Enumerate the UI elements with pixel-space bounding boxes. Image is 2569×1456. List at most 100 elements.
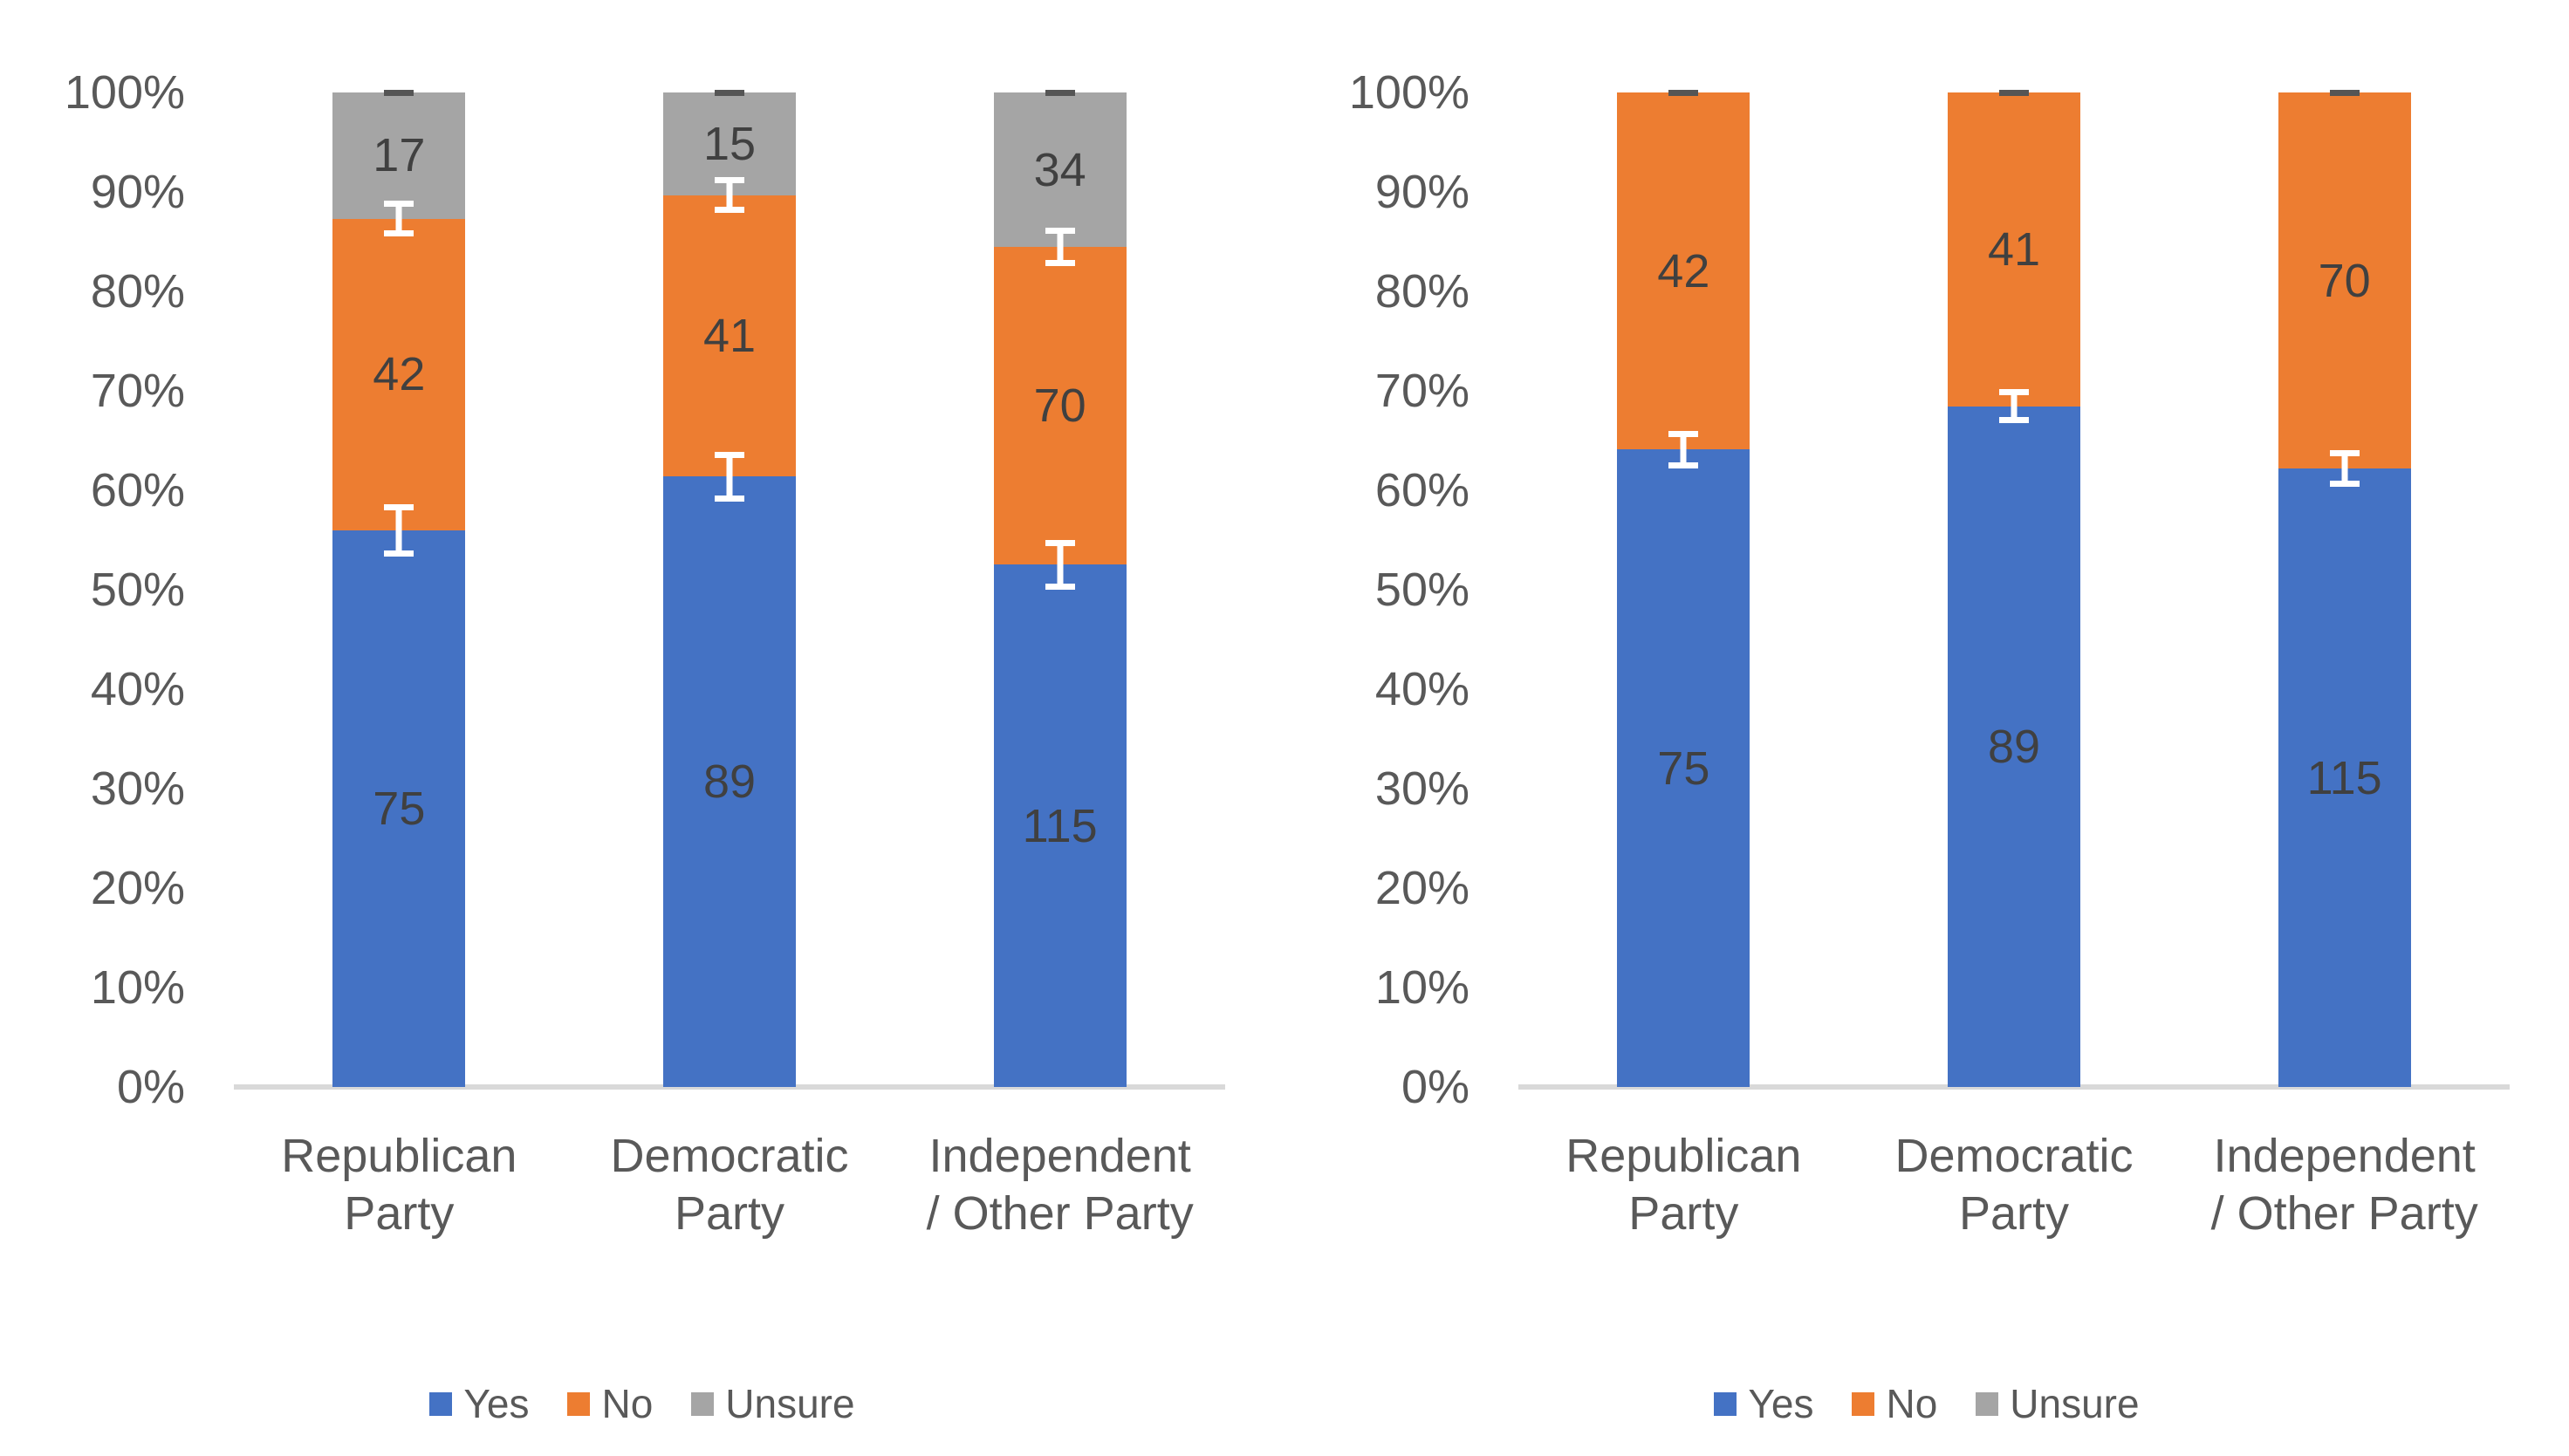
top-error-cap <box>384 90 414 96</box>
right-chart: 0% 10% 20% 30% 40% 50% 60% 70% 80% 90% 100% 75 42 89 4… <box>1284 0 2569 1456</box>
category-label-line: / Other Party <box>2210 1187 2478 1240</box>
data-label: 17 <box>373 129 426 182</box>
legend-label: No <box>1886 1381 1938 1426</box>
category-label: Republican Party <box>234 1127 565 1242</box>
legend-item-yes: Yes <box>429 1384 529 1424</box>
y-tick-label: 10% <box>90 961 185 1014</box>
category-label-line: Democratic <box>610 1130 849 1182</box>
bar-segment-yes: 75 <box>332 530 466 1087</box>
legend-item-unsure: Unsure <box>691 1384 855 1424</box>
y-tick-label: 0% <box>1401 1061 1469 1113</box>
top-error-cap <box>2329 90 2360 96</box>
left-chart: 0% 10% 20% 30% 40% 50% 60% 70% 80% 90% 100% 75 42 17 8… <box>0 0 1284 1456</box>
data-label: 42 <box>373 348 426 401</box>
category-label-line: Independent <box>928 1130 1191 1182</box>
bar-segment-no: 41 <box>1948 92 2080 407</box>
legend-label: No <box>601 1381 654 1426</box>
legend-swatch-unsure <box>1976 1391 1999 1416</box>
legend-item-no: No <box>567 1384 653 1424</box>
bar-segment-no: 41 <box>663 195 796 477</box>
y-tick-label: 90% <box>1374 166 1469 218</box>
data-label: 70 <box>1033 379 1086 433</box>
legend-swatch-yes <box>429 1391 453 1416</box>
data-label: 75 <box>373 782 426 835</box>
error-bar <box>384 504 414 557</box>
data-label: 115 <box>2306 751 2382 804</box>
error-bar <box>384 201 414 237</box>
error-bar-line <box>395 504 402 557</box>
legend-label: Yes <box>1748 1381 1814 1426</box>
category-label-line: Republican <box>281 1130 517 1182</box>
bar-segment-no: 42 <box>1617 92 1750 450</box>
bar-segment-unsure: 34 <box>993 92 1127 247</box>
y-tick-label: 50% <box>90 564 185 616</box>
error-bar <box>715 177 744 214</box>
data-label: 34 <box>1033 143 1086 196</box>
top-error-cap <box>1999 90 2029 96</box>
bar-segment-unsure: 15 <box>663 92 796 195</box>
bar-segment-yes: 89 <box>663 476 796 1087</box>
top-error-cap <box>1045 90 1075 96</box>
error-bar-line <box>2341 450 2348 488</box>
x-axis-line <box>234 1084 1225 1090</box>
category-label-line: Republican <box>1565 1130 1802 1182</box>
legend-item-yes: Yes <box>1714 1384 1813 1424</box>
category-label-line: Party <box>344 1187 455 1240</box>
legend-label: Yes <box>463 1381 530 1426</box>
y-tick-label: 100% <box>1348 66 1469 119</box>
error-bar-line <box>726 451 733 502</box>
plot-area: 75 42 89 41 115 70 <box>1518 90 2510 1090</box>
category-label-line: / Other Party <box>926 1187 1194 1240</box>
category-label: Independent / Other Party <box>2179 1127 2510 1242</box>
category-label-line: Party <box>674 1187 784 1240</box>
data-label: 41 <box>702 310 757 363</box>
y-tick-label: 60% <box>90 464 185 516</box>
error-bar <box>715 451 744 502</box>
y-tick-label: 30% <box>1374 762 1469 815</box>
bar-segment-no: 42 <box>332 218 466 530</box>
category-label: Republican Party <box>1518 1127 1849 1242</box>
error-bar-line <box>1057 539 1064 590</box>
bar-segment-no: 70 <box>2278 92 2411 469</box>
bar-segment-yes: 115 <box>993 564 1127 1087</box>
error-bar <box>1999 389 2029 423</box>
y-tick-label: 60% <box>1374 464 1469 516</box>
category-label-line: Party <box>1628 1187 1739 1240</box>
legend-swatch-no <box>1852 1391 1875 1416</box>
legend-swatch-unsure <box>691 1391 715 1416</box>
legend: Yes No Unsure <box>1284 1384 2569 1424</box>
category-label: Independent / Other Party <box>894 1127 1225 1242</box>
error-bar-line <box>1057 228 1064 266</box>
y-tick-label: 20% <box>1374 862 1469 914</box>
y-tick-label: 40% <box>90 663 185 715</box>
legend-item-no: No <box>1852 1384 1937 1424</box>
error-bar <box>2329 450 2360 488</box>
legend: Yes No Unsure <box>0 1384 1284 1424</box>
x-axis-line <box>1518 1084 2510 1090</box>
top-error-cap <box>1668 90 1699 96</box>
legend-label: Unsure <box>2010 1381 2140 1426</box>
y-tick-label: 70% <box>1374 365 1469 417</box>
data-label: 89 <box>702 755 757 809</box>
legend-swatch-yes <box>1714 1391 1737 1416</box>
data-label: 89 <box>1987 720 2041 773</box>
data-label: 115 <box>1022 799 1098 852</box>
bar-segment-yes: 89 <box>1948 406 2080 1087</box>
error-bar <box>1045 228 1075 266</box>
data-label: 15 <box>702 117 757 170</box>
bar-segment-yes: 115 <box>2278 468 2411 1087</box>
y-tick-label: 80% <box>1374 265 1469 318</box>
bar-segment-yes: 75 <box>1617 449 1750 1087</box>
y-tick-label: 80% <box>90 265 185 318</box>
category-label: Democratic Party <box>1849 1127 2180 1242</box>
y-tick-label: 50% <box>1374 564 1469 616</box>
bar-segment-unsure: 17 <box>332 92 466 219</box>
y-tick-label: 90% <box>90 166 185 218</box>
error-bar <box>1668 430 1699 468</box>
y-tick-label: 0% <box>116 1061 185 1113</box>
y-tick-label: 10% <box>1374 961 1469 1014</box>
top-error-cap <box>715 90 744 96</box>
legend-item-unsure: Unsure <box>1976 1381 2140 1426</box>
error-bar-line <box>395 201 402 237</box>
category-label-line: Party <box>1958 1187 2069 1240</box>
